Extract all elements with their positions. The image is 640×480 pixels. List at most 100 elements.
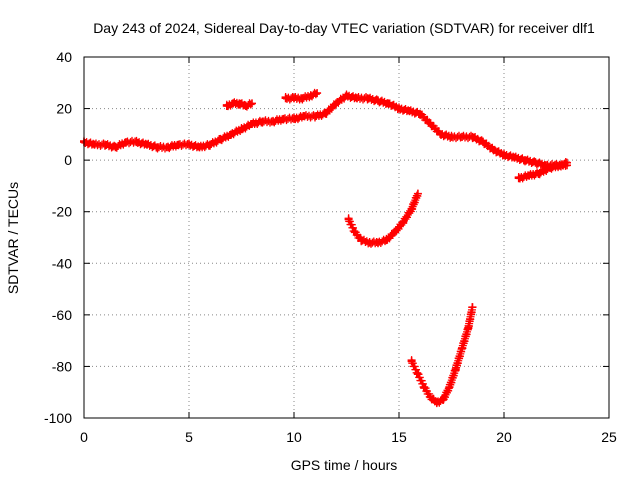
data-point: [468, 303, 477, 312]
y-axis-label: SDTVAR / TECUs: [5, 182, 21, 294]
data-point: [241, 101, 250, 110]
data-point: [382, 236, 391, 245]
data-point: [258, 117, 267, 126]
plot-frame: [83, 56, 610, 419]
data-point: [439, 395, 448, 404]
data-point: [363, 94, 372, 103]
data-point: [332, 99, 340, 108]
data-point: [227, 130, 235, 139]
data-point: [281, 94, 290, 103]
y-tick-label: -80: [52, 358, 72, 374]
y-tick-label: -100: [44, 410, 72, 426]
data-point: [390, 228, 399, 237]
data-point: [290, 114, 298, 123]
data-point: [445, 383, 454, 392]
series-trace: [80, 90, 570, 171]
data-point: [122, 138, 130, 147]
data-point: [399, 218, 408, 227]
data-point: [374, 96, 382, 105]
data-point: [290, 94, 298, 103]
data-point: [300, 112, 309, 121]
y-tick-label: 20: [56, 101, 72, 117]
x-tick-label: 5: [185, 429, 193, 445]
data-point: [546, 163, 555, 172]
series-1: [222, 98, 256, 111]
data-point: [306, 91, 315, 100]
x-tick-label: 25: [601, 429, 617, 445]
data-point: [510, 153, 519, 162]
data-point: [447, 132, 456, 141]
data-point: [132, 138, 141, 147]
data-point: [437, 130, 445, 139]
y-tick-label: -40: [52, 255, 72, 271]
data-point: [531, 158, 540, 167]
series-4: [344, 189, 422, 248]
data-point: [489, 145, 498, 154]
x-tick-label: 20: [496, 429, 512, 445]
data-point: [413, 370, 422, 379]
data-point: [164, 143, 172, 152]
series-3: [514, 158, 571, 183]
data-point: [413, 189, 422, 198]
series-0: [80, 90, 571, 171]
series-trace: [407, 303, 477, 408]
data-point: [365, 238, 374, 247]
data-point: [143, 140, 151, 149]
data-point: [111, 143, 120, 152]
data-marks: [80, 88, 571, 408]
data-point: [313, 89, 322, 98]
data-point: [405, 107, 414, 116]
data-point: [374, 238, 382, 247]
x-tick-label: 10: [286, 429, 302, 445]
data-point: [248, 99, 256, 108]
data-point: [298, 94, 307, 103]
data-point: [344, 215, 353, 224]
data-point: [321, 109, 330, 118]
x-tick-label: 0: [80, 429, 88, 445]
data-point: [153, 143, 162, 152]
x-axis-label: GPS time / hours: [291, 457, 398, 473]
y-tick-label: -20: [52, 204, 72, 220]
data-point: [420, 383, 429, 392]
data-point: [353, 94, 361, 103]
data-point: [521, 156, 529, 165]
data-point: [535, 169, 544, 178]
data-point: [235, 99, 244, 108]
data-point: [174, 140, 183, 149]
data-point: [395, 104, 403, 113]
x-tick-label: 15: [391, 429, 407, 445]
data-point: [237, 125, 246, 134]
data-point: [195, 143, 204, 152]
data-point: [407, 205, 416, 214]
data-point: [468, 132, 477, 141]
data-point: [407, 357, 416, 366]
data-point: [458, 344, 466, 353]
data-point: [500, 150, 508, 159]
data-point: [464, 323, 473, 332]
data-point: [479, 138, 487, 147]
data-point: [269, 117, 277, 126]
data-point: [556, 161, 565, 170]
data-point: [416, 109, 424, 118]
series-2: [281, 88, 322, 104]
data-point: [311, 112, 319, 121]
data-point: [342, 91, 351, 100]
data-point: [101, 140, 109, 149]
chart-title: Day 243 of 2024, Sidereal Day-to-day VTE…: [93, 20, 595, 36]
data-point: [426, 393, 435, 402]
data-point: [357, 236, 366, 245]
data-point: [525, 171, 534, 180]
series-5: [407, 303, 477, 408]
data-point: [458, 132, 466, 141]
data-point: [90, 140, 99, 149]
data-point: [426, 120, 435, 129]
y-tick-label: -60: [52, 307, 72, 323]
data-point: [384, 99, 393, 108]
data-point: [514, 174, 523, 183]
data-point: [185, 140, 193, 149]
data-point: [216, 135, 225, 144]
grid: [84, 57, 609, 418]
data-point: [279, 114, 288, 123]
data-point: [563, 158, 571, 167]
